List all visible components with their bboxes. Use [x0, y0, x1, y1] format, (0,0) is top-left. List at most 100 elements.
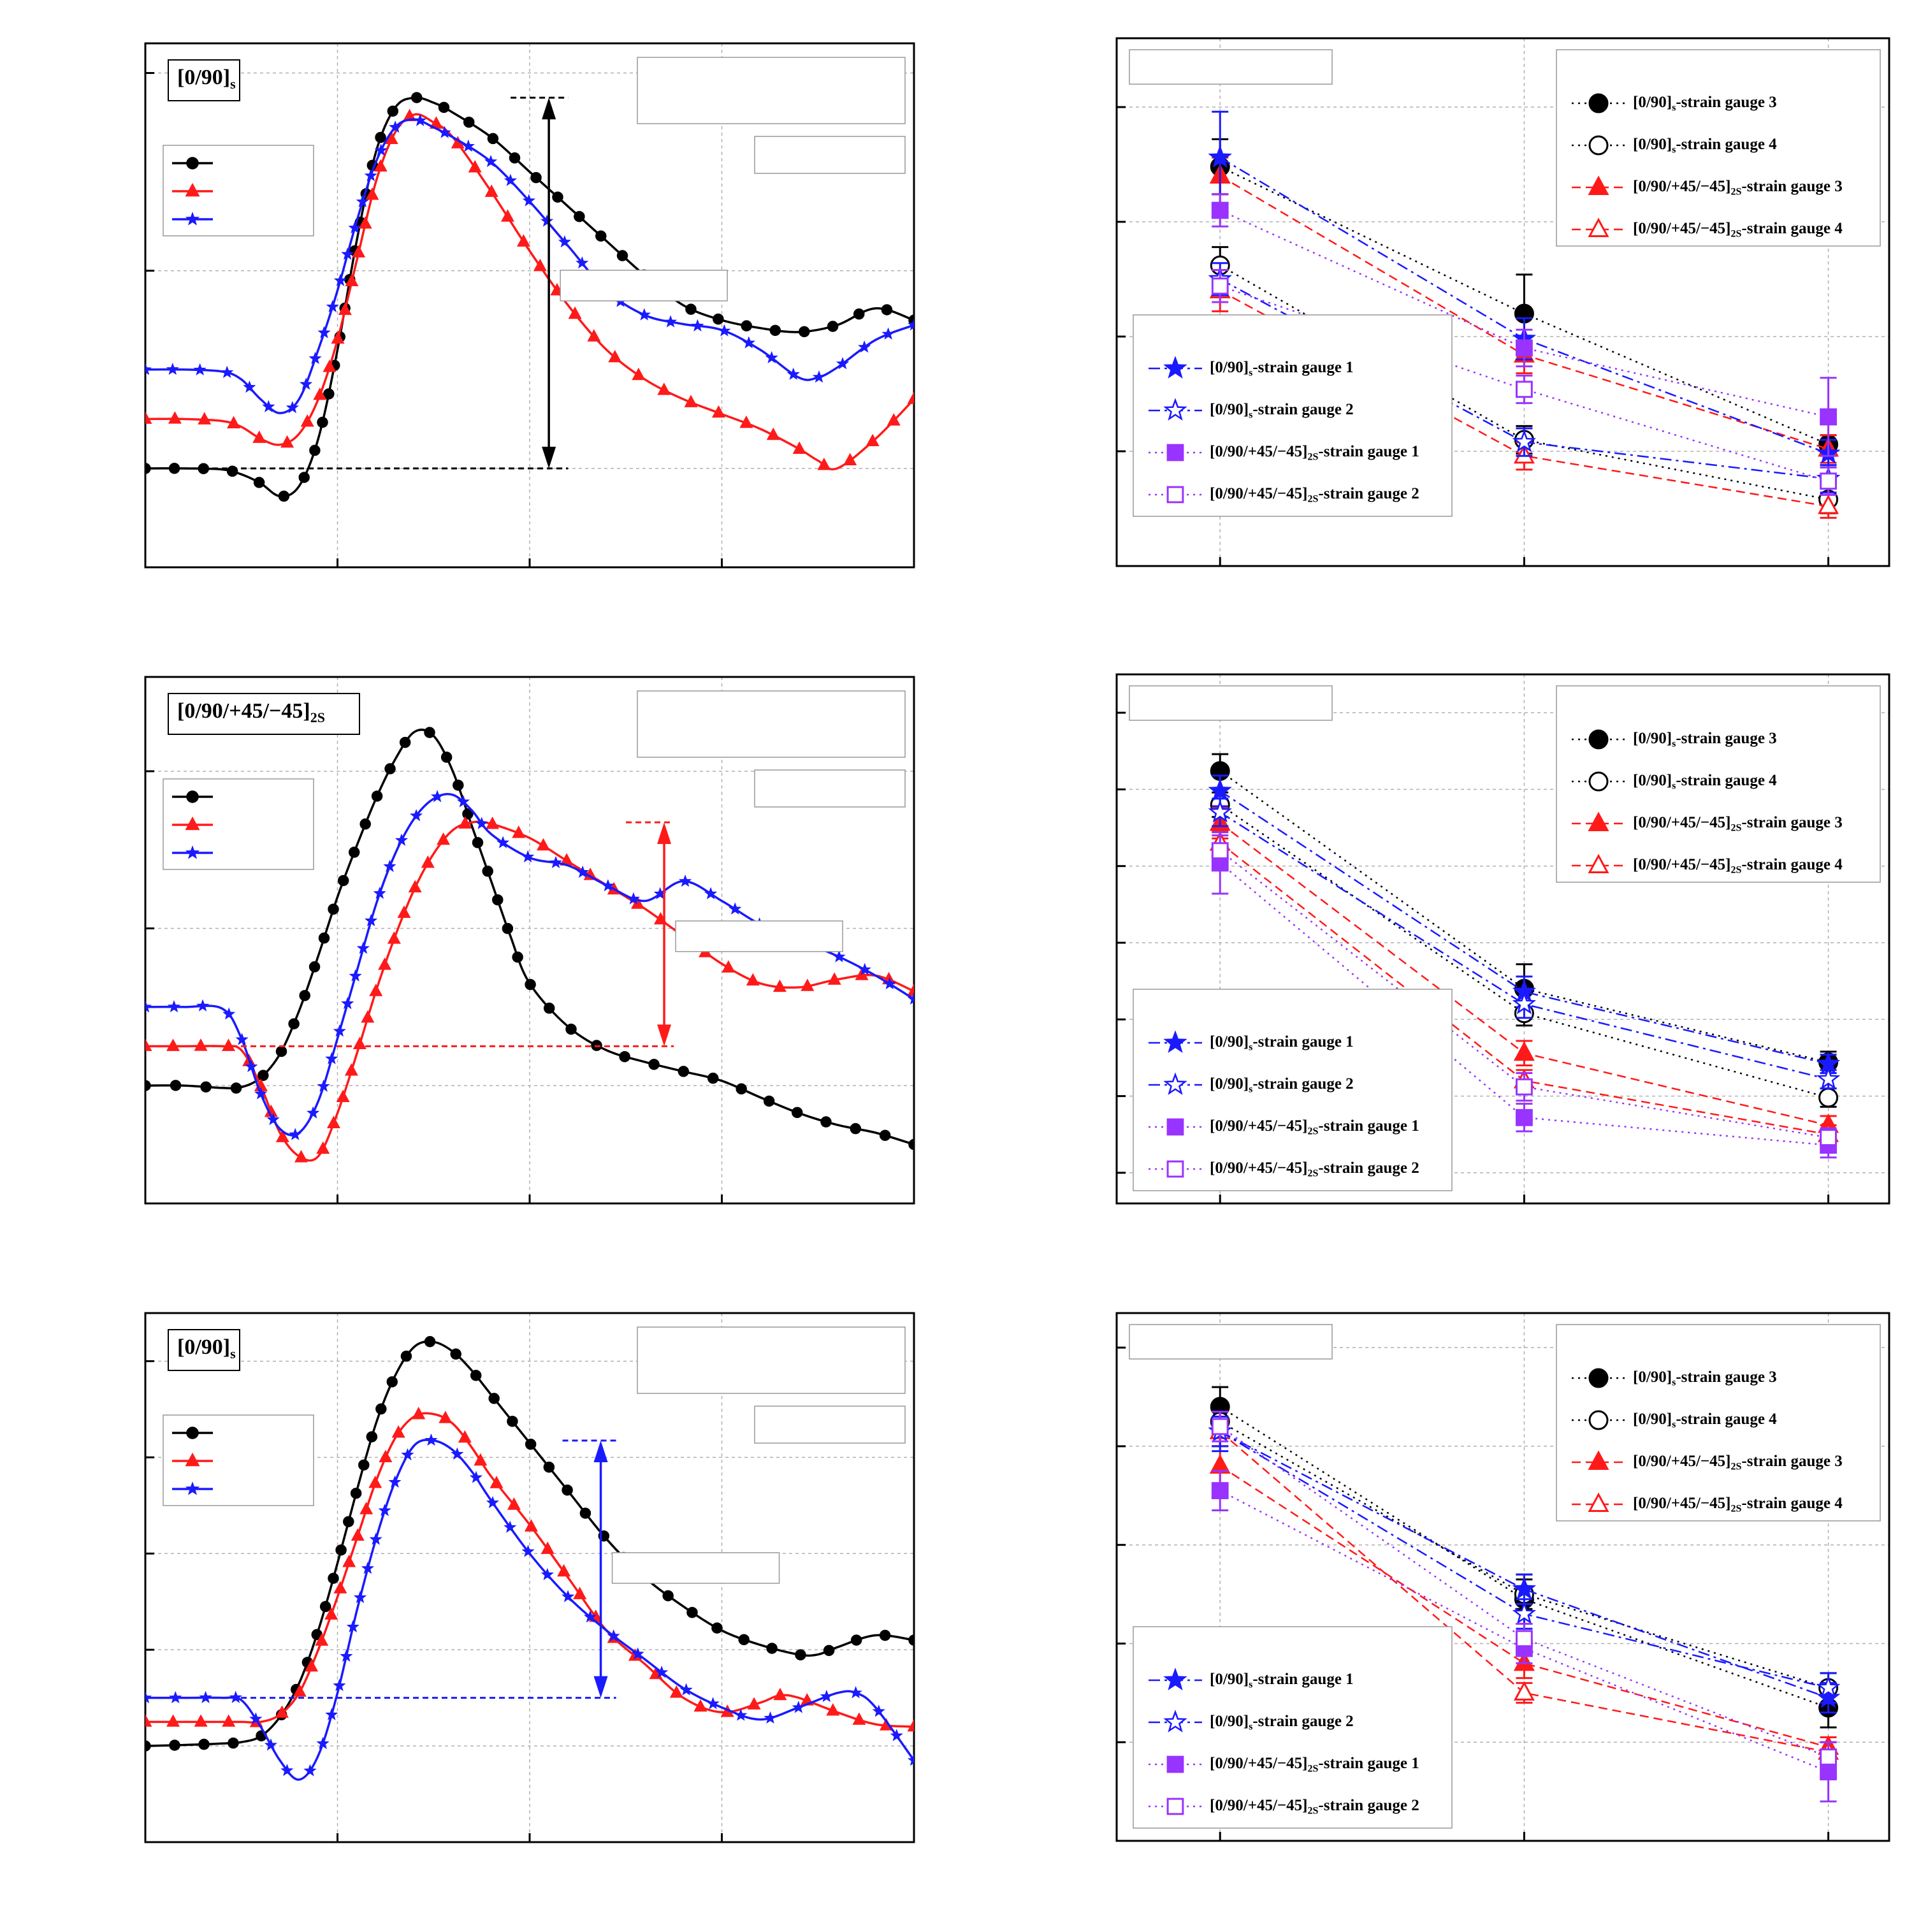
data-point — [795, 1649, 806, 1660]
data-point — [747, 1697, 761, 1710]
data-point — [373, 159, 388, 172]
legend-label: [0/90/+45/−45]2S-strain gauge 1 — [1210, 1117, 1419, 1137]
panel-a: [0/90]s — [144, 42, 915, 569]
data-point — [356, 941, 370, 954]
data-point — [669, 1685, 683, 1698]
data-point — [337, 875, 349, 887]
data-point — [343, 1516, 354, 1527]
legend-marker — [1588, 1410, 1609, 1430]
data-point — [558, 235, 572, 248]
data-point — [458, 1430, 472, 1443]
data-point — [482, 866, 493, 877]
data-point — [401, 1448, 414, 1461]
data-point — [196, 999, 210, 1012]
data-point — [300, 377, 313, 390]
data-point — [307, 1106, 320, 1119]
gauge-box — [754, 136, 906, 174]
data-point — [507, 1497, 521, 1510]
data-point — [826, 1703, 840, 1716]
panel-b: [0/90/+45/−45]2S — [144, 676, 915, 1205]
data-point — [1816, 1675, 1841, 1699]
data-point — [353, 1590, 367, 1603]
data-point — [373, 886, 386, 899]
data-point — [391, 1425, 405, 1438]
data-point — [522, 194, 535, 207]
legend-point1-box — [1556, 685, 1881, 883]
data-point — [468, 160, 482, 173]
data-point — [221, 365, 234, 379]
data-point — [525, 978, 536, 991]
data-point — [333, 1581, 347, 1594]
data-point — [335, 1544, 347, 1556]
data-point — [1820, 1129, 1837, 1146]
data-point — [693, 1699, 707, 1712]
data-point — [222, 1007, 236, 1020]
legend-marker — [185, 816, 200, 831]
data-point — [663, 315, 678, 328]
legend-marker — [186, 790, 199, 803]
data-point — [801, 978, 815, 991]
data-point — [461, 139, 475, 152]
data-point — [475, 817, 488, 829]
data-point — [388, 1475, 402, 1488]
data-point — [230, 1082, 242, 1094]
data-point — [907, 984, 914, 996]
amplitude-arrow-head-down — [542, 446, 556, 468]
data-point — [318, 932, 330, 944]
plot-frame — [1115, 673, 1890, 1205]
data-point — [414, 113, 427, 126]
legend-marker — [1588, 135, 1609, 156]
data-point — [487, 133, 499, 145]
data-point — [832, 950, 846, 962]
legend-label: [0/90]s-strain gauge 4 — [1633, 1411, 1777, 1430]
impact-info-box — [637, 690, 906, 758]
data-point — [550, 282, 564, 296]
data-point — [286, 400, 299, 414]
legend-label: [0/90]s-strain gauge 2 — [1210, 1713, 1354, 1732]
data-point — [345, 273, 359, 286]
data-point — [342, 1554, 356, 1567]
data-point — [424, 1433, 438, 1446]
data-point — [836, 356, 850, 370]
data-point — [486, 817, 500, 829]
data-point — [533, 258, 547, 272]
data-point — [879, 1129, 891, 1141]
data-point — [583, 1610, 597, 1623]
data-point — [375, 131, 386, 143]
data-point — [325, 1708, 338, 1720]
data-point — [631, 1647, 644, 1660]
data-point — [908, 1138, 914, 1151]
data-point — [145, 1000, 152, 1013]
data-point — [504, 1520, 517, 1533]
legend-marker — [1163, 398, 1187, 421]
data-point — [739, 415, 753, 428]
data-point — [540, 1541, 555, 1554]
data-point — [194, 1038, 208, 1051]
velocity-box — [1129, 685, 1333, 721]
data-point — [1211, 277, 1229, 295]
data-point — [323, 388, 335, 400]
legend-marker — [1588, 853, 1609, 873]
data-point — [280, 435, 294, 448]
data-point — [812, 370, 826, 383]
data-point — [852, 1712, 866, 1725]
data-point — [791, 1107, 803, 1119]
data-point — [253, 477, 265, 488]
data-point — [309, 444, 321, 456]
amplitude-label-box — [611, 1552, 780, 1584]
data-point — [907, 1718, 914, 1732]
data-point — [300, 414, 314, 427]
legend-label: [0/90/+45/−45]2S-strain gauge 4 — [1633, 1495, 1843, 1514]
legend-point2-box — [1133, 314, 1453, 517]
data-point — [257, 1070, 269, 1081]
data-point — [145, 1714, 152, 1727]
legend-label: [0/90]s-strain gauge 1 — [1210, 359, 1354, 378]
data-point — [341, 996, 354, 1010]
data-point — [1211, 1482, 1229, 1499]
legend-marker — [1166, 486, 1184, 504]
data-point — [718, 324, 731, 337]
legend-marker — [186, 157, 199, 170]
legend-marker — [185, 1452, 200, 1467]
series-line — [1219, 850, 1829, 1138]
data-point — [1820, 1748, 1837, 1766]
